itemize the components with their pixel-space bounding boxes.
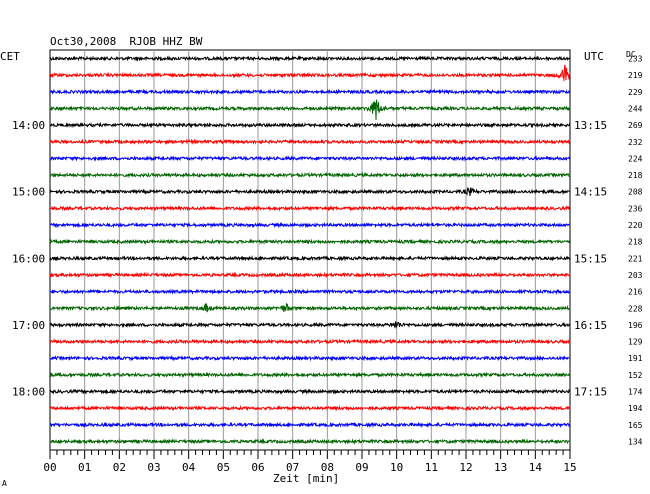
dc-offset-label: 269 <box>628 121 643 130</box>
dc-offset-label: 174 <box>628 388 643 397</box>
right-time-label: 15:15 <box>574 252 607 265</box>
plot-frame <box>49 49 571 451</box>
left-time-label: 14:00 <box>12 119 45 132</box>
seismic-trace <box>49 438 571 445</box>
left-axis-label: CET <box>0 50 20 63</box>
seismic-trace <box>49 121 571 129</box>
dc-offset-label: 165 <box>628 421 643 430</box>
seismic-trace <box>49 221 571 229</box>
dc-offset-label: 216 <box>628 288 643 297</box>
dc-offset-label: 221 <box>628 254 643 263</box>
dc-offset-label: 134 <box>628 437 643 446</box>
dc-offset-label: 244 <box>628 104 643 113</box>
dc-offset-label: 224 <box>628 154 643 163</box>
seismic-trace <box>49 254 571 262</box>
left-time-label: 18:00 <box>12 386 45 399</box>
dc-offset-label: 203 <box>628 271 643 280</box>
dc-offset-label: 152 <box>628 371 643 380</box>
left-time-label: 15:00 <box>12 186 45 199</box>
seismic-trace <box>49 64 571 82</box>
seismic-trace <box>49 99 571 120</box>
seismic-trace <box>49 155 571 162</box>
x-tick-label: 07 <box>286 461 299 474</box>
dc-offset-label: 232 <box>628 138 643 147</box>
right-time-label: 14:15 <box>574 186 607 199</box>
dc-label: DC <box>626 50 636 59</box>
seismic-trace <box>49 320 571 329</box>
seismic-trace <box>49 186 571 196</box>
x-tick-label: 10 <box>390 461 403 474</box>
trace-group <box>49 55 571 445</box>
x-tick-label: 13 <box>494 461 507 474</box>
dc-offset-label: 220 <box>628 221 643 230</box>
seismic-trace <box>49 55 571 62</box>
dc-offset-label: 219 <box>628 71 643 80</box>
dc-offset-label: 194 <box>628 404 643 413</box>
seismic-trace <box>49 171 571 179</box>
x-tick-label: 08 <box>321 461 334 474</box>
left-time-label: 17:00 <box>12 319 45 332</box>
dc-offset-label: 228 <box>628 304 643 313</box>
dc-offset-label: 191 <box>628 354 643 363</box>
dc-offset-label: 229 <box>628 88 643 97</box>
x-tick-label: 01 <box>78 461 91 474</box>
seismic-trace <box>49 371 571 379</box>
dc-offset-label: 218 <box>628 238 643 247</box>
right-axis-label: UTC <box>584 50 604 63</box>
footer-mark: A <box>2 479 7 488</box>
x-tick-label: 05 <box>217 461 230 474</box>
seismic-trace <box>49 404 571 412</box>
seismic-trace <box>49 138 571 146</box>
seismic-trace <box>49 238 571 245</box>
seismic-trace <box>49 271 571 279</box>
seismic-trace <box>49 421 571 429</box>
x-tick-label: 12 <box>459 461 472 474</box>
seismic-trace <box>49 338 571 345</box>
label-group: 14:00 15:00 16:00 17:00 18:00 13:15 14:15 15:15… <box>12 55 643 447</box>
x-tick-label: 09 <box>355 461 368 474</box>
x-axis-label: Zeit [min] <box>273 472 339 485</box>
x-tick-label: 15 <box>563 461 576 474</box>
dc-offset-label: 236 <box>628 204 643 213</box>
dc-offset-label: 129 <box>628 338 643 347</box>
x-tick-label: 00 <box>43 461 56 474</box>
seismic-trace <box>49 388 571 395</box>
chart-title: Oct30,2008 RJOB HHZ BW <box>50 35 203 48</box>
x-axis: 00 01 02 03 04 05 06 07 08 09 10 11 12 13 14 15 <box>43 450 577 474</box>
x-tick-label: 02 <box>113 461 126 474</box>
dc-offset-label: 208 <box>628 188 643 197</box>
seismic-trace <box>49 288 571 295</box>
right-time-label: 13:15 <box>574 119 607 132</box>
x-tick-label: 14 <box>529 461 543 474</box>
x-tick-label: 03 <box>147 461 160 474</box>
right-time-label: 16:15 <box>574 319 607 332</box>
right-time-label: 17:15 <box>574 386 607 399</box>
seismic-trace <box>49 354 571 362</box>
seismic-trace <box>49 88 571 96</box>
seismic-trace <box>49 205 571 212</box>
left-time-label: 16:00 <box>12 252 45 265</box>
dc-offset-label: 218 <box>628 171 643 180</box>
dc-offset-label: 196 <box>628 321 643 330</box>
dc-offset-label: 233 <box>628 55 643 64</box>
grid <box>49 49 571 451</box>
x-tick-label: 06 <box>251 461 264 474</box>
x-tick-label: 04 <box>182 461 196 474</box>
x-tick-label: 11 <box>425 461 438 474</box>
seismic-trace <box>49 303 571 313</box>
